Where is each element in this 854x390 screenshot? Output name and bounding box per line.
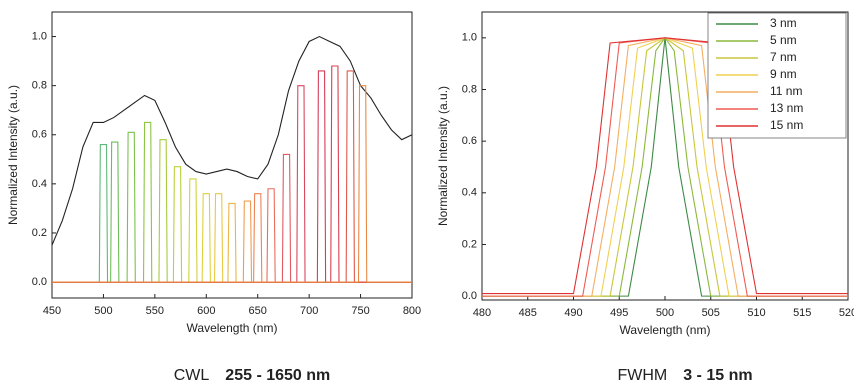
y-tick-label: 0.0 [32,276,47,288]
y-tick-label: 0.8 [32,80,47,92]
x-tick-label: 490 [564,307,582,319]
y-tick-label: 0.0 [462,290,477,302]
y-tick-label: 0.4 [462,187,477,199]
series-line [52,70,412,283]
series-line [52,202,412,283]
series-line [52,193,412,283]
legend-label: 3 nm [770,16,797,30]
series-line [52,141,412,283]
caption: FWHM 3 - 15 nm [617,367,752,384]
series-line [52,153,412,283]
series-line [52,200,412,283]
caption-value: 255 - 1650 nm [225,367,330,384]
x-tick-label: 600 [197,305,215,317]
series-line [52,85,412,283]
series-line [52,188,412,283]
series-line [52,35,412,246]
y-axis-label: Normalized Intensity (a.u.) [436,86,450,226]
x-tick-label: 510 [747,307,765,319]
y-tick-label: 0.4 [32,178,47,190]
series-line [52,144,412,283]
x-tick-label: 650 [249,305,267,317]
caption-value: 3 - 15 nm [683,367,752,384]
legend-label: 15 nm [770,118,803,132]
x-tick-label: 515 [793,307,811,319]
x-axis-label: Wavelength (nm) [187,321,278,335]
x-tick-label: 520 [839,307,854,319]
y-tick-label: 0.2 [32,227,47,239]
caption-label: CWL [174,367,210,384]
legend-label: 5 nm [770,33,797,47]
x-tick-label: 495 [610,307,628,319]
series-line [52,193,412,283]
series-line [52,166,412,283]
x-tick-label: 480 [473,307,491,319]
y-tick-label: 1.0 [462,32,477,44]
series-line [52,178,412,283]
y-tick-label: 0.8 [462,83,477,95]
x-tick-label: 500 [656,307,674,319]
y-axis-label: Normalized Intensity (a.u.) [6,85,20,225]
x-tick-label: 750 [351,305,369,317]
series-line [482,37,848,295]
y-tick-label: 0.2 [462,238,477,250]
x-tick-label: 800 [403,305,421,317]
x-tick-label: 700 [300,305,318,317]
series-line [52,139,412,283]
y-tick-label: 0.6 [462,135,477,147]
x-tick-label: 500 [94,305,112,317]
y-tick-label: 0.6 [32,129,47,141]
series-line [52,65,412,283]
legend-label: 13 nm [770,101,803,115]
x-tick-label: 485 [519,307,537,319]
x-tick-label: 505 [702,307,720,319]
legend-label: 9 nm [770,67,797,81]
series-line [52,193,412,283]
legend-label: 11 nm [770,84,802,98]
plot-frame [51,11,413,299]
series-line [52,70,412,283]
x-axis-label: Wavelength (nm) [620,323,711,337]
series-line [52,85,412,283]
x-tick-label: 450 [43,305,61,317]
caption-label: FWHM [617,367,667,384]
y-tick-label: 1.0 [32,30,47,42]
caption: CWL 255 - 1650 nm [174,367,331,384]
series-line [52,131,412,283]
x-tick-label: 550 [146,305,164,317]
legend-label: 7 nm [770,50,797,64]
